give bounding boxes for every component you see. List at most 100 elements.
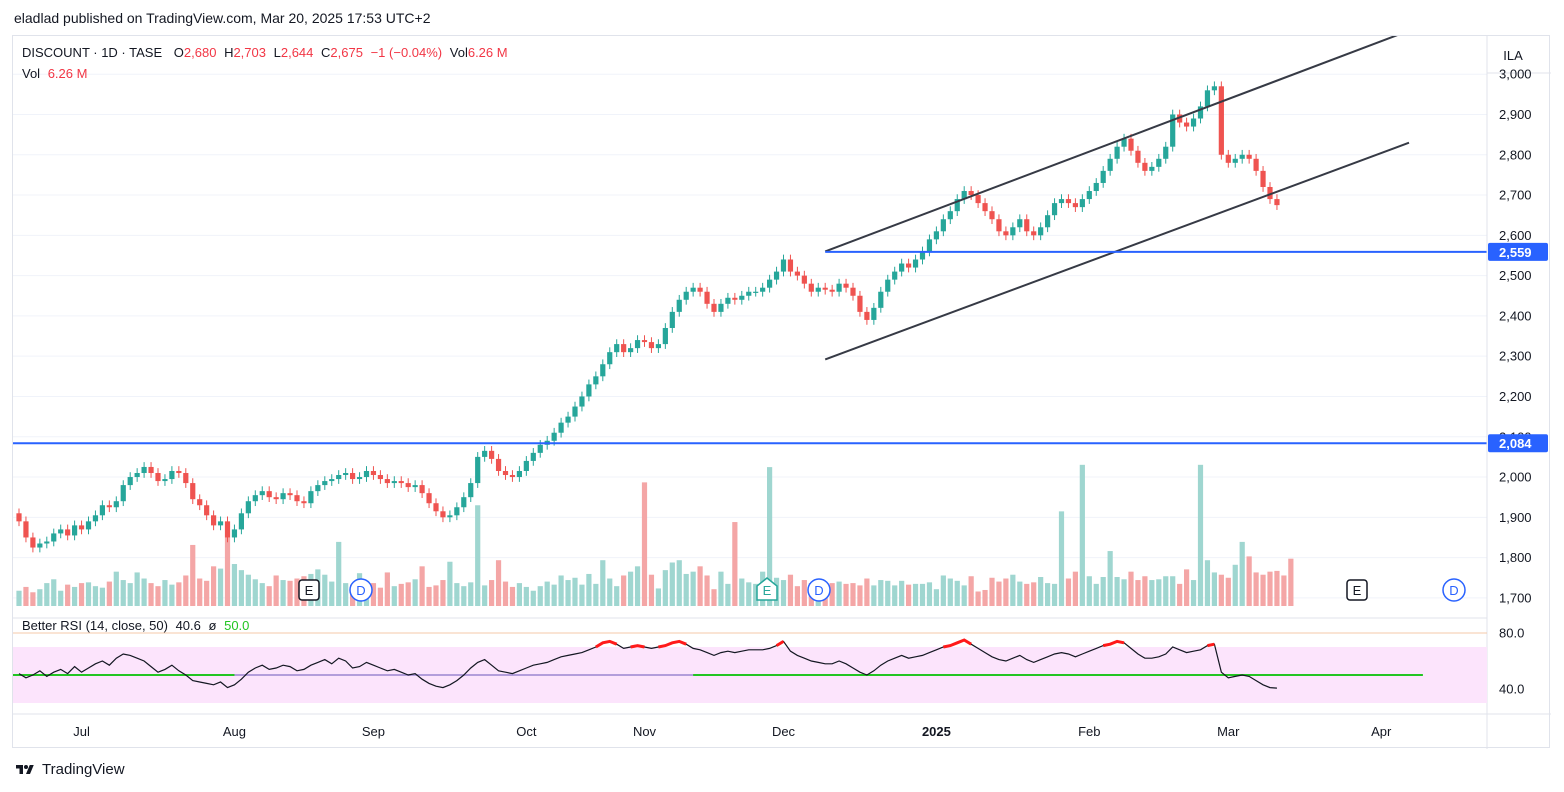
event-marker-label: D — [814, 583, 823, 598]
volume-bar — [1107, 551, 1113, 606]
candle — [1267, 186, 1273, 200]
low-label: L — [273, 45, 281, 60]
candle — [572, 406, 578, 417]
volume-bar — [384, 572, 390, 606]
candle — [1190, 118, 1197, 127]
volume-bar — [489, 580, 495, 606]
volume-bar — [440, 580, 446, 606]
rsi-overbought-segment — [1207, 642, 1215, 648]
candle — [482, 450, 488, 457]
volume-bar — [954, 580, 960, 606]
volume-bar — [926, 582, 933, 606]
candle — [1100, 170, 1106, 183]
earnings-marker-icon — [298, 579, 320, 601]
tradingview-footer[interactable]: TradingView — [14, 761, 125, 778]
volume-bar — [655, 588, 661, 606]
dividend-marker-icon — [807, 578, 831, 602]
volume-bar — [634, 566, 641, 606]
candle — [607, 352, 613, 365]
channel-line-upper — [824, 36, 1398, 253]
volume-bar — [343, 583, 349, 606]
symbol-label[interactable]: DISCOUNT · 1D · TASE — [22, 45, 163, 60]
candle — [947, 211, 953, 220]
volume-bar — [794, 586, 800, 606]
candle — [426, 493, 432, 504]
rsi-legend-mid: 50.0 — [224, 618, 250, 633]
candle — [621, 344, 627, 353]
chart-canvas[interactable]: ILA1,7001,8001,9002,0002,1002,2002,3002,… — [13, 36, 1551, 749]
close-label: C — [321, 45, 331, 60]
candle — [968, 191, 974, 196]
volume-bar — [134, 572, 140, 606]
volume-bar — [1197, 464, 1204, 606]
y-tick-label: 2,500 — [1499, 268, 1532, 283]
volume-bar — [155, 586, 161, 606]
candle — [190, 483, 196, 500]
y-tick-label: 2,700 — [1499, 188, 1532, 203]
volume-bar — [940, 575, 946, 606]
volume-bar — [906, 584, 912, 606]
volume-bar — [1038, 577, 1044, 606]
candle — [725, 297, 731, 304]
volume-legend[interactable]: Vol 6.26 M — [22, 66, 87, 81]
candle — [711, 303, 717, 312]
volume-bar — [169, 584, 175, 606]
candle — [1065, 199, 1072, 204]
candle — [266, 491, 272, 498]
candle — [864, 311, 870, 320]
volume-bar — [1246, 556, 1252, 606]
candle — [634, 340, 641, 349]
candle — [579, 396, 585, 407]
volume-bar — [58, 590, 64, 606]
volume-bar — [1128, 571, 1134, 606]
volume-bar — [544, 581, 550, 606]
volume-bar — [190, 544, 196, 606]
candle — [433, 503, 439, 512]
candle — [989, 211, 995, 220]
x-tick-label: Mar — [1217, 724, 1240, 739]
y-tick-label: 2,000 — [1499, 470, 1532, 485]
volume-bar — [391, 586, 397, 606]
volume-bar — [1010, 574, 1016, 606]
candle — [1239, 154, 1245, 159]
volume-bar — [211, 566, 217, 606]
candle — [739, 295, 745, 300]
volume-bar — [662, 570, 668, 606]
candle — [509, 475, 516, 478]
rsi-axis-label: 80.0 — [1499, 626, 1524, 641]
candle — [885, 279, 891, 292]
candle — [224, 521, 231, 538]
candle — [808, 283, 814, 292]
candle — [530, 452, 536, 461]
candle — [238, 513, 244, 530]
candle — [1051, 203, 1058, 216]
candle — [336, 475, 342, 480]
volume-bar — [787, 574, 794, 606]
level-price-label: 2,559 — [1499, 245, 1532, 260]
volume-bar — [586, 573, 592, 606]
volume-bar — [1253, 572, 1259, 606]
event-marker-label: E — [763, 583, 772, 598]
volume-bar — [1156, 579, 1162, 606]
candle — [871, 307, 877, 320]
candle — [794, 271, 800, 276]
candle — [30, 537, 36, 548]
volume-bar — [197, 578, 203, 606]
candle — [468, 483, 474, 498]
volume-bar — [947, 578, 953, 606]
volume-bar — [600, 560, 606, 606]
candle — [912, 259, 919, 268]
volume-bar — [1149, 580, 1155, 606]
chart-frame[interactable]: ILA1,7001,8001,9002,0002,1002,2002,3002,… — [12, 35, 1551, 749]
volume-bar — [1017, 581, 1023, 606]
volume-bar — [1031, 582, 1037, 606]
candle — [780, 259, 787, 272]
volume-bar — [377, 587, 383, 606]
volume-bar — [217, 568, 224, 606]
candle — [1045, 215, 1051, 228]
rsi-legend[interactable]: Better RSI (14, close, 50) 40.6 ø 50.0 — [22, 618, 249, 633]
volume-bar — [1218, 574, 1224, 606]
candle — [1163, 146, 1169, 159]
volume-bar — [1079, 464, 1085, 606]
candle — [1197, 106, 1204, 119]
